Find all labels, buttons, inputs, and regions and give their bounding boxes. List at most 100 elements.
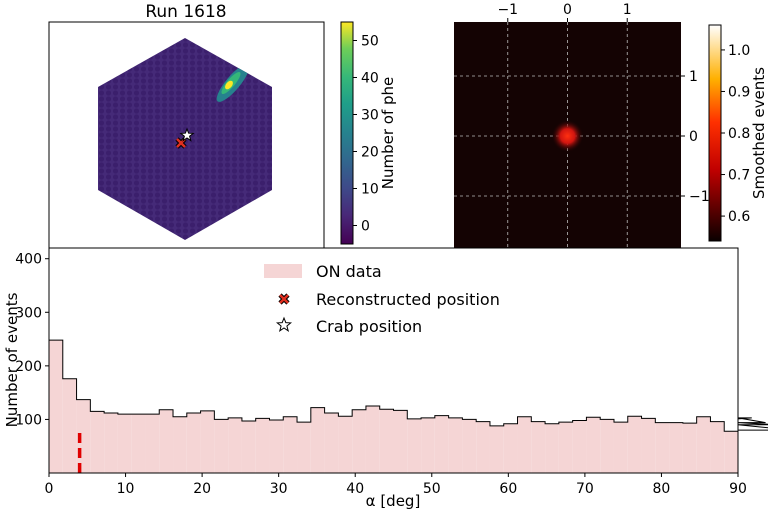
alpha-histogram-bar xyxy=(613,422,628,473)
legend-swatch-reconstructed xyxy=(278,293,290,305)
alpha-histogram-bar xyxy=(324,413,339,473)
alpha-x-ticks: 0 10 20 30 40 50 60 70 80 90 xyxy=(45,473,747,497)
alpha-histogram-bar xyxy=(407,418,422,473)
alpha-histogram-bar xyxy=(448,417,463,473)
shower-peak xyxy=(225,80,233,90)
alpha-histogram-bar xyxy=(421,417,435,473)
skymap-x-tick-label: 1 xyxy=(623,2,632,18)
alpha-histogram-bar xyxy=(200,410,215,473)
alpha-histogram-bar xyxy=(462,419,477,473)
alpha-histogram-bar xyxy=(641,418,656,473)
alpha-histogram-bar xyxy=(228,417,242,473)
alpha-histogram-bar xyxy=(379,409,394,473)
skymap-x-tick-label: −1 xyxy=(497,2,518,18)
camera-title: Run 1618 xyxy=(145,2,226,22)
legend-label-reconstructed: Reconstructed position xyxy=(316,290,500,309)
alpha-histogram-bar xyxy=(710,421,725,473)
camera-colorbar: 0 10 20 30 40 50 Number of phe xyxy=(340,21,397,245)
alpha-histogram-bar xyxy=(255,418,270,473)
alpha-histogram-bar xyxy=(104,413,118,473)
alpha-x-tick-label: 70 xyxy=(576,481,594,497)
alpha-x-tick-label: 30 xyxy=(270,481,288,497)
legend-label-crab: Crab position xyxy=(316,317,422,336)
alpha-histogram-bar xyxy=(572,420,587,473)
alpha-x-tick-label: 10 xyxy=(117,481,135,497)
alpha-histogram-bar xyxy=(696,416,711,473)
skymap-colorbar-tick-label: 0.8 xyxy=(728,126,750,142)
alpha-y-ticks: 100 200 300 400 xyxy=(15,252,49,428)
crab-position-marker xyxy=(179,127,195,142)
alpha-histogram-bar xyxy=(682,423,697,473)
alpha-panel: 0 10 20 30 40 50 60 70 80 90 100 200 300 400 α [deg]… xyxy=(3,247,768,510)
skymap-colorbar-tick-label: 0.7 xyxy=(728,168,750,184)
camera-colorbar-tick-label: 30 xyxy=(361,108,379,124)
camera-colorbar-label: Number of phe xyxy=(379,77,397,190)
alpha-histogram-bar xyxy=(434,415,449,473)
alpha-x-tick-label: 40 xyxy=(346,481,364,497)
skymap-colorbar-tick-label: 0.9 xyxy=(728,84,750,100)
alpha-histogram-bar xyxy=(669,422,683,473)
alpha-x-tick-label: 20 xyxy=(193,481,211,497)
alpha-histogram-bar xyxy=(517,416,532,473)
alpha-histogram-bar xyxy=(241,421,256,473)
alpha-y-axis-label: Number of events xyxy=(3,292,21,427)
alpha-histogram-bar xyxy=(90,411,105,473)
alpha-histogram-bar xyxy=(62,378,77,473)
alpha-y-tick-label: 200 xyxy=(15,359,42,375)
alpha-histogram-bar xyxy=(503,423,518,473)
skymap-colorbar: 0.6 0.7 0.8 0.9 1.0 Smoothed events xyxy=(708,24,768,242)
alpha-histogram-bar xyxy=(489,425,504,473)
alpha-x-tick-label: 50 xyxy=(423,481,441,497)
alpha-histogram-bar xyxy=(283,416,298,473)
skymap-colorbar-ticks: 0.6 0.7 0.8 0.9 1.0 xyxy=(721,43,750,225)
camera-colorbar-tick-label: 40 xyxy=(361,71,379,87)
skymap-colorbar-tick-label: 1.0 xyxy=(728,43,750,59)
skymap-hotspot xyxy=(551,120,584,152)
alpha-histogram-bar xyxy=(214,419,229,473)
skymap-y-tick-label: 1 xyxy=(689,69,698,85)
camera-panel: Run 1618 xyxy=(48,2,325,251)
skymap-panel: −1 0 1 1 0 −1 xyxy=(454,2,710,250)
legend: ON data Reconstructed position Crab posi… xyxy=(264,262,500,336)
skymap-colorbar-tick-label: 0.6 xyxy=(728,209,750,225)
alpha-x-tick-label: 0 xyxy=(45,481,54,497)
alpha-histogram-bar xyxy=(131,414,146,473)
alpha-histogram-bar xyxy=(545,423,559,473)
alpha-histogram-bar xyxy=(558,422,573,473)
alpha-histogram-bar xyxy=(655,422,670,473)
alpha-histogram-bar xyxy=(186,413,201,473)
alpha-x-tick-label: 90 xyxy=(729,481,747,497)
alpha-histogram-bar xyxy=(159,409,174,473)
camera-colorbar-tick-label: 20 xyxy=(361,145,379,161)
skymap-y-tick-label: 0 xyxy=(689,129,698,145)
alpha-histogram-bar xyxy=(531,421,546,473)
alpha-y-tick-label: 100 xyxy=(15,412,42,428)
alpha-histogram-bar xyxy=(269,419,284,473)
camera-colorbar-ticks: 0 10 20 30 40 50 xyxy=(353,34,379,235)
legend-label-on-data: ON data xyxy=(316,262,382,281)
alpha-x-tick-label: 80 xyxy=(653,481,671,497)
camera-shower xyxy=(216,64,250,102)
skymap-colorbar-gradient xyxy=(708,24,722,242)
alpha-histogram-bar xyxy=(49,340,63,473)
alpha-histogram-bar xyxy=(352,409,366,473)
alpha-x-tick-label: 60 xyxy=(499,481,517,497)
camera-colorbar-tick-label: 0 xyxy=(361,219,370,235)
alpha-histogram-bar xyxy=(476,421,490,473)
alpha-histogram-bar xyxy=(117,414,132,473)
skymap-colorbar-label: Smoothed events xyxy=(750,67,768,199)
alpha-y-tick-label: 400 xyxy=(15,252,42,268)
skymap-x-ticks: −1 0 1 xyxy=(497,2,632,22)
alpha-histogram-bar xyxy=(297,422,311,473)
alpha-x-axis-label: α [deg] xyxy=(366,492,421,510)
legend-swatch-on-data xyxy=(264,264,302,278)
alpha-histogram-bar xyxy=(393,410,408,473)
camera-colorbar-gradient xyxy=(340,21,354,245)
skymap-y-tick-label: −1 xyxy=(689,189,710,205)
skymap-x-tick-label: 0 xyxy=(563,2,572,18)
alpha-histogram-bar xyxy=(600,419,614,473)
alpha-histogram-bar xyxy=(173,416,187,473)
alpha-histogram-bar xyxy=(365,406,380,473)
alpha-histogram-bar xyxy=(145,414,160,473)
